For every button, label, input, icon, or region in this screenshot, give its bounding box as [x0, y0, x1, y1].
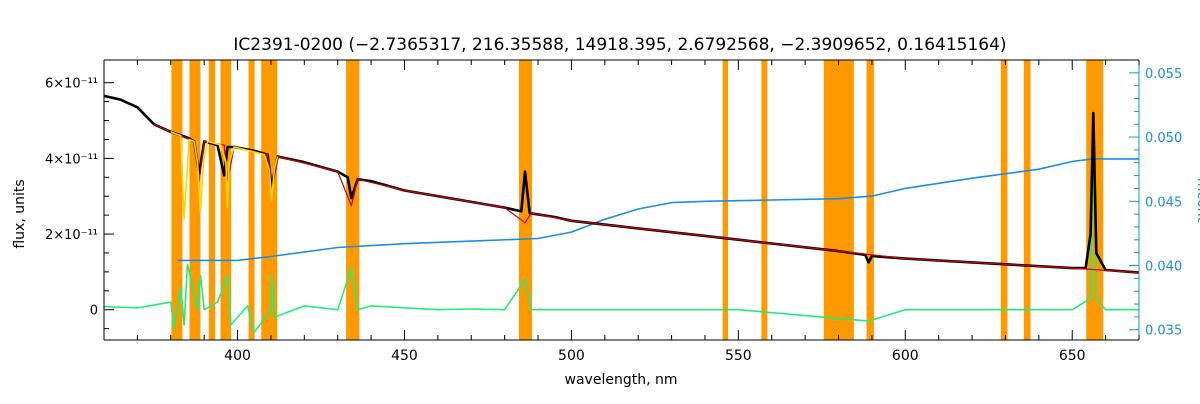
x-tick-label: 400 — [224, 348, 251, 364]
masked-region-10 — [823, 60, 854, 340]
y-right-tick-label: 0.050 — [1145, 131, 1182, 146]
y-tick-label: 4×10⁻¹¹ — [45, 152, 98, 167]
series-fit-in-masked-regions — [170, 131, 279, 220]
chart-title: IC2391-0200 (−2.7365317, 216.35588, 1491… — [233, 35, 1006, 55]
x-tick-label: 450 — [391, 348, 418, 364]
masked-region-0 — [171, 60, 183, 340]
y-right-tick-label: 0.040 — [1145, 260, 1182, 275]
masked-region-4 — [248, 60, 255, 340]
masked-region-13 — [1023, 60, 1031, 340]
masked-region-3 — [220, 60, 232, 340]
y-tick-label: 2×10⁻¹¹ — [45, 228, 98, 243]
series-observed-spectrum — [103, 94, 1140, 274]
masked-region-7 — [519, 60, 533, 340]
right-axis-label: mcont — [1194, 178, 1200, 223]
series-fitted-model — [153, 123, 1140, 274]
plot-frame — [103, 59, 1140, 341]
y-right-tick-label: 0.035 — [1145, 324, 1182, 339]
x-tick-label: 650 — [1059, 348, 1086, 364]
x-axis-label: wavelength, nm — [565, 372, 678, 388]
series-residuals — [103, 153, 1139, 334]
y-tick-label: 6×10⁻¹¹ — [45, 77, 98, 92]
x-tick-label: 600 — [892, 348, 919, 364]
x-tick-label: 550 — [725, 348, 752, 364]
masked-region-8 — [722, 60, 729, 340]
x-tick-label: 500 — [558, 348, 585, 364]
masked-region-12 — [1000, 60, 1008, 340]
y-right-tick-label: 0.055 — [1145, 67, 1182, 82]
masked-regions — [171, 60, 1104, 340]
masked-region-11 — [866, 60, 874, 340]
masked-region-1 — [189, 60, 201, 340]
masked-region-5 — [261, 60, 278, 340]
y-right-tick-label: 0.045 — [1145, 195, 1182, 210]
tick-group: 400 450 500 550 600 650 0 2×10⁻¹¹ 4×10⁻¹¹ 6×10⁻¹¹… — [45, 60, 1182, 364]
series-continuum — [177, 158, 1139, 262]
masked-region-2 — [208, 60, 216, 340]
series-group — [103, 94, 1140, 334]
y-axis-label: flux, units — [12, 179, 28, 248]
y-tick-label: 0 — [90, 304, 98, 319]
